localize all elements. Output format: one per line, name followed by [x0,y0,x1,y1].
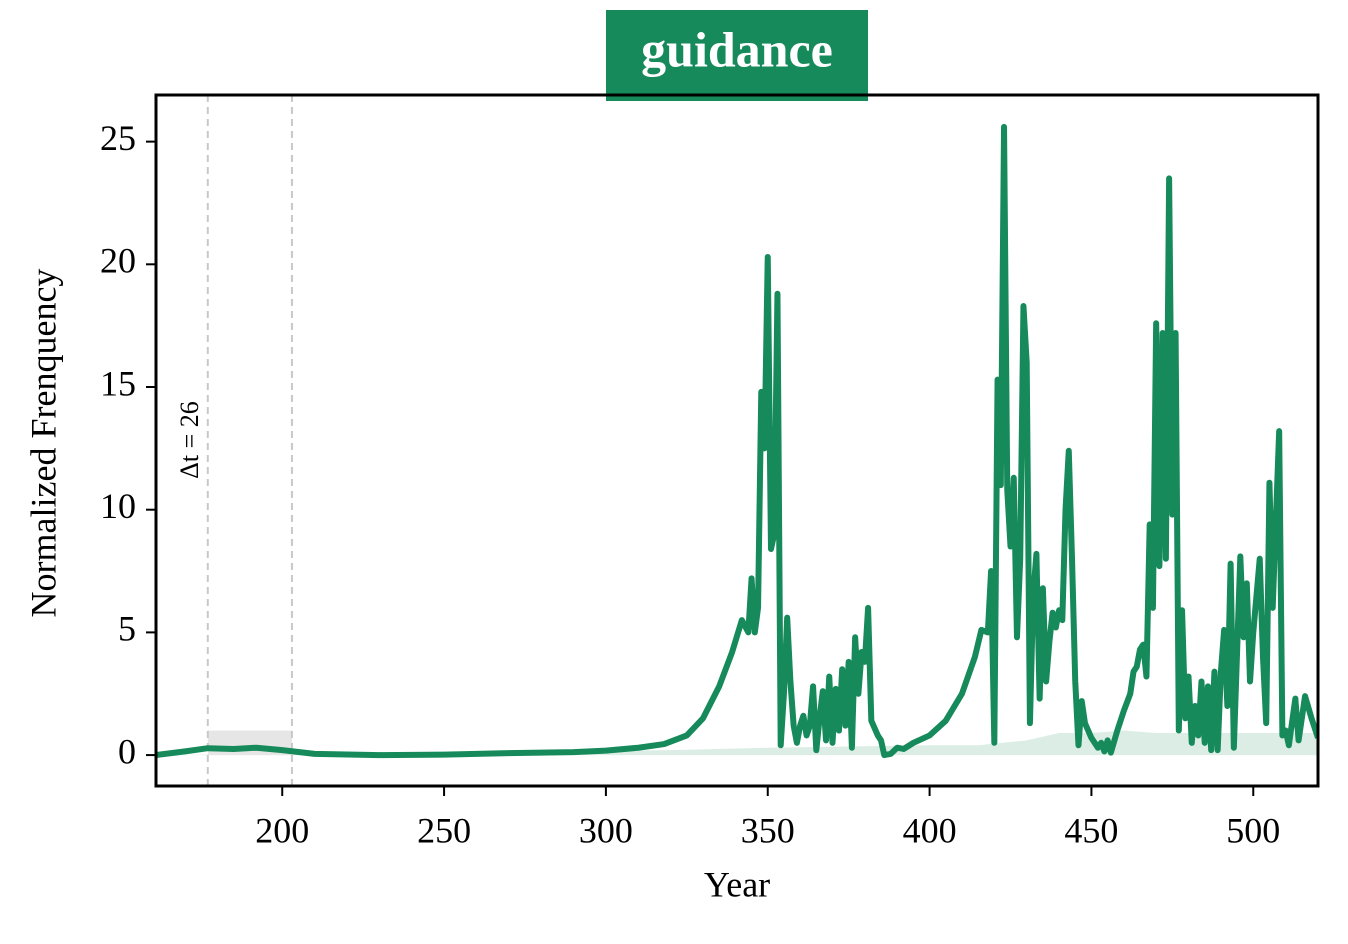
x-axis-label: Year [704,864,770,904]
x-tick-label: 200 [255,810,309,850]
chart-title: guidance [641,21,833,77]
span-annotation: Δt = 26 [175,401,204,479]
baseline-area [156,730,1318,756]
y-tick-label: 0 [118,731,136,771]
x-tick-label: 350 [741,810,795,850]
y-tick-label: 10 [100,486,136,526]
frequency-line [156,123,1318,759]
title-box [606,10,868,101]
y-tick-label: 25 [100,118,136,158]
x-tick-label: 300 [579,810,633,850]
y-tick-label: 5 [118,609,136,649]
x-tick-label: 450 [1064,810,1118,850]
y-tick-label: 15 [100,363,136,403]
plot-frame [154,93,1320,788]
x-tick-label: 250 [417,810,471,850]
x-tick-label: 500 [1226,810,1280,850]
y-tick-label: 20 [100,241,136,281]
y-axis-label: Normalized Frenquency [23,269,63,618]
x-tick-label: 400 [903,810,957,850]
